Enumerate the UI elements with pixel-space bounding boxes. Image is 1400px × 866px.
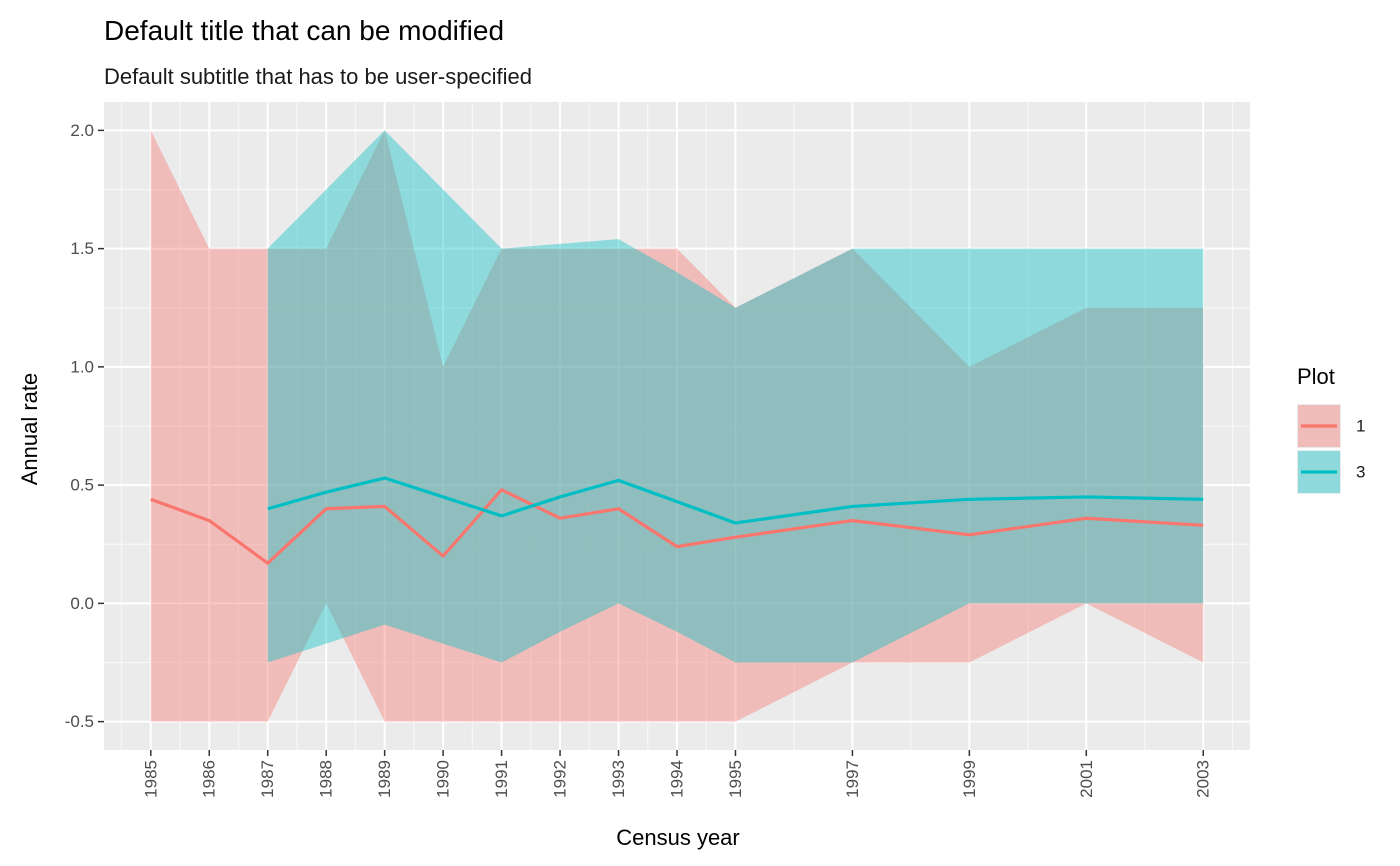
line-series-3 bbox=[267, 476, 1204, 525]
x-tick-label: 1995 bbox=[726, 760, 745, 798]
chart-title: Default title that can be modified bbox=[104, 15, 504, 46]
x-tick-label: 1992 bbox=[551, 760, 570, 798]
x-tick-label: 1990 bbox=[434, 760, 453, 798]
x-axis-title: Census year bbox=[616, 825, 740, 850]
x-tick-label: 1985 bbox=[141, 760, 160, 798]
x-tick-label: 1997 bbox=[843, 760, 862, 798]
x-tick-label: 1987 bbox=[258, 760, 277, 798]
y-axis-title: Annual rate bbox=[17, 373, 42, 486]
legend: Plot 13 bbox=[1297, 364, 1365, 494]
y-tick-label: 0.0 bbox=[70, 594, 94, 613]
ribbon-series-3 bbox=[267, 130, 1204, 663]
y-tick-label: 1.0 bbox=[70, 357, 94, 376]
chart-subtitle: Default subtitle that has to be user-spe… bbox=[104, 64, 532, 89]
x-tick-label: 2003 bbox=[1194, 760, 1213, 798]
y-tick-label: 1.5 bbox=[70, 239, 94, 258]
x-axis: 1985 1986 1987 1988 1989 1990 1991 1992 1993 1994… bbox=[141, 750, 1213, 798]
ribbon-series-1 bbox=[150, 130, 1204, 722]
y-tick-label: 2.0 bbox=[70, 121, 94, 140]
ribbons bbox=[150, 130, 1204, 722]
grid-minor bbox=[104, 102, 1250, 750]
line-series-1 bbox=[150, 488, 1204, 565]
x-tick-label: 1999 bbox=[960, 760, 979, 798]
x-tick-label: 1988 bbox=[317, 760, 336, 798]
legend-title: Plot bbox=[1297, 364, 1335, 389]
y-tick-label: -0.5 bbox=[65, 712, 94, 731]
series-lines bbox=[150, 476, 1204, 565]
legend-keys: 13 bbox=[1297, 404, 1365, 494]
legend-label-3: 3 bbox=[1356, 463, 1365, 482]
x-tick-label: 1994 bbox=[668, 760, 687, 798]
y-tick-label: 0.5 bbox=[70, 476, 94, 495]
x-tick-label: 1993 bbox=[609, 760, 628, 798]
x-tick-label: 1986 bbox=[200, 760, 219, 798]
legend-label-1: 1 bbox=[1356, 417, 1365, 436]
x-tick-label: 2001 bbox=[1077, 760, 1096, 798]
grid-major bbox=[104, 102, 1250, 750]
x-tick-label: 1991 bbox=[492, 760, 511, 798]
y-axis: -0.5 0.0 0.5 1.0 1.5 2.0 bbox=[65, 121, 104, 731]
x-tick-label: 1989 bbox=[375, 760, 394, 798]
